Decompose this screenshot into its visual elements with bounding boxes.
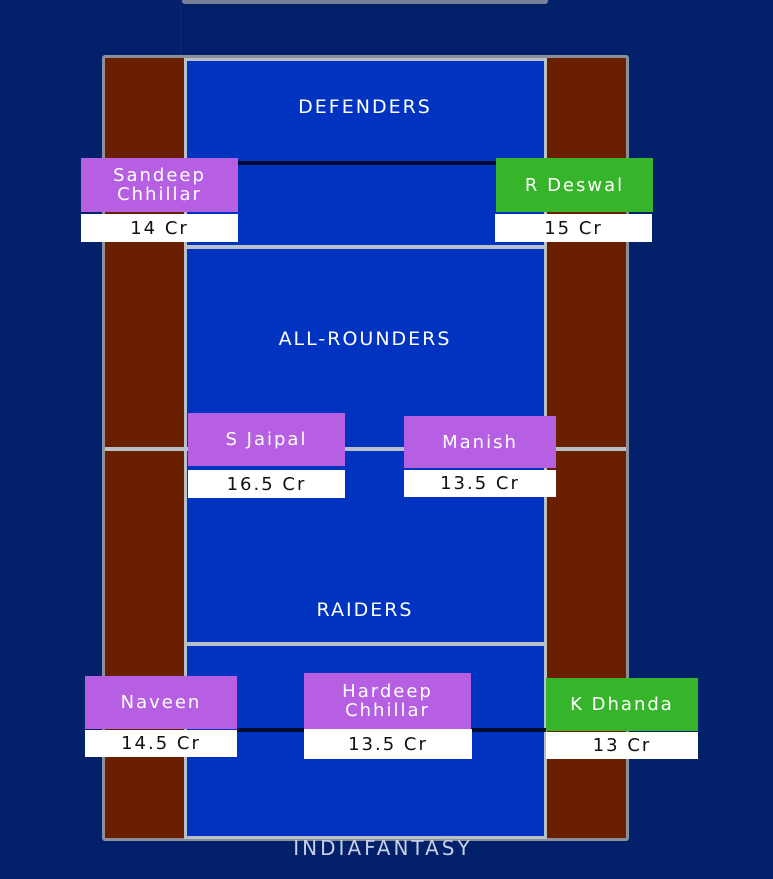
- player-card-name[interactable]: S Jaipal: [188, 413, 345, 466]
- court-line: [184, 642, 547, 646]
- zone-label-all-rounders: ALL-ROUNDERS: [278, 328, 452, 350]
- player-card-name[interactable]: R Deswal: [496, 158, 653, 212]
- zone-label-defenders: DEFENDERS: [298, 96, 432, 118]
- top-bar: [182, 0, 548, 4]
- player-price: 14 Cr: [81, 214, 238, 242]
- player-card-name[interactable]: Manish: [404, 416, 556, 468]
- zone-label-raiders: RAIDERS: [316, 599, 414, 621]
- player-price: 13 Cr: [546, 732, 698, 759]
- player-card-name[interactable]: K Dhanda: [546, 678, 698, 731]
- mid-line: [105, 447, 626, 451]
- divider: [180, 0, 182, 56]
- brand-watermark: INDIAFANTASY: [293, 836, 473, 860]
- player-card-name[interactable]: Sandeep Chhillar: [81, 158, 238, 212]
- player-card-name[interactable]: Naveen: [85, 676, 237, 729]
- baulk-line: [238, 161, 496, 165]
- court-line: [184, 245, 547, 249]
- player-price: 14.5 Cr: [85, 730, 237, 757]
- player-price: 16.5 Cr: [188, 470, 345, 498]
- player-price: 15 Cr: [495, 214, 652, 242]
- player-card-name[interactable]: Hardeep Chhillar: [304, 673, 471, 729]
- player-price: 13.5 Cr: [304, 729, 472, 759]
- player-price: 13.5 Cr: [404, 470, 556, 497]
